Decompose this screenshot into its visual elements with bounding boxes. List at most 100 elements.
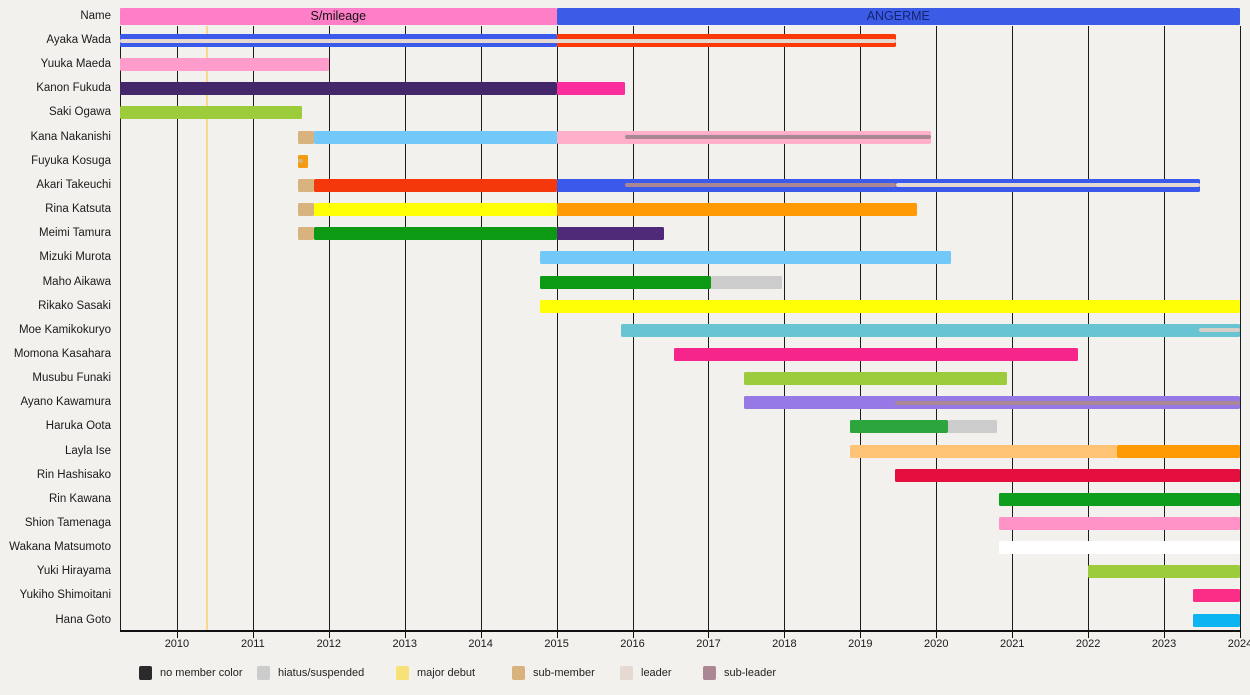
member-row-label: Mizuki Murota: [39, 251, 111, 264]
member-bar-segment: [298, 130, 314, 144]
member-row-label: Layla Ise: [64, 444, 111, 457]
member-row-label: Maho Aikawa: [42, 275, 111, 288]
member-bar-segment: [298, 178, 314, 192]
member-row-label: Rin Hashisako: [36, 468, 111, 481]
legend-label: no member color: [160, 667, 243, 679]
axis-tick-label: 2023: [1151, 638, 1177, 650]
member-bar-segment: [744, 372, 1007, 386]
year-gridline: [556, 26, 558, 630]
legend-swatch: [703, 666, 716, 680]
member-bar-segment: [556, 203, 917, 217]
role-stripe-sub-leader: [894, 400, 1240, 405]
member-row-label: Wakana Matsumoto: [9, 541, 111, 554]
legend-item: major debut: [396, 666, 475, 680]
member-bar-segment: [850, 444, 1117, 458]
member-row-label: Hana Goto: [55, 613, 111, 626]
axis-tick: [936, 630, 938, 638]
member-bar-segment: [673, 347, 1079, 361]
legend-swatch: [512, 666, 525, 680]
member-bar-segment: [1088, 565, 1240, 579]
year-gridline: [480, 26, 482, 630]
member-row-label: Kanon Fukuda: [36, 82, 111, 95]
member-bar-segment: [313, 130, 557, 144]
legend-item: no member color: [139, 666, 243, 680]
axis-tick: [556, 630, 558, 638]
legend-item: sub-member: [512, 666, 595, 680]
axis-tick-label: 2022: [1075, 638, 1101, 650]
member-bar-segment: [120, 58, 329, 72]
member-row-label: Meimi Tamura: [39, 227, 111, 240]
legend-label: leader: [641, 667, 672, 679]
year-gridline: [404, 26, 406, 630]
year-gridline: [328, 26, 330, 630]
axis-tick: [1012, 630, 1014, 638]
member-bar-segment: [1116, 444, 1240, 458]
legend-item: sub-leader: [703, 666, 776, 680]
member-row-label: Fuyuka Kosuga: [31, 154, 111, 167]
member-row-label: Shion Tamenaga: [24, 517, 111, 529]
member-row-label: Yuki Hirayama: [36, 565, 111, 578]
member-row-label: Momona Kasahara: [13, 347, 111, 360]
legend-label: sub-member: [533, 667, 595, 679]
member-bar-segment: [298, 227, 314, 241]
member-bar-segment: [999, 541, 1240, 555]
group-bar-angerme: ANGERME: [556, 8, 1240, 25]
member-bar-segment: [999, 492, 1240, 506]
role-stripe-leader: [1198, 328, 1240, 333]
axis-tick-label: 2015: [544, 638, 569, 650]
member-bar-segment: [313, 203, 557, 217]
axis-tick-label: 2012: [316, 638, 342, 650]
member-bar-segment: [313, 227, 557, 241]
axis-tick: [1164, 630, 1166, 638]
member-bar-segment: [298, 203, 314, 217]
member-bar-segment: [313, 178, 557, 192]
axis-tick: [252, 630, 254, 638]
member-bar-segment: [947, 420, 997, 434]
axis-tick: [176, 630, 178, 638]
axis-tick-label: 2010: [164, 638, 190, 650]
plot-left-border: [120, 26, 121, 630]
member-bar-segment: [999, 517, 1240, 530]
legend: no member color hiatus/suspended major deb…: [0, 666, 1250, 690]
member-row-label: Kana Nakanishi: [30, 130, 111, 143]
legend-label: hiatus/suspended: [278, 667, 365, 679]
member-bar-segment: [556, 82, 625, 96]
group-bar-s-mileage: S/mileage: [120, 8, 557, 25]
member-bar-segment: [539, 299, 1240, 313]
axis-tick: [328, 630, 330, 638]
axis-tick: [1240, 630, 1241, 638]
axis-tick-label: 2024: [1227, 638, 1250, 650]
member-bar-segment: [710, 275, 783, 289]
member-bar-segment: [556, 227, 665, 241]
axis-tick-label: 2014: [468, 638, 493, 650]
legend-item: leader: [620, 666, 672, 680]
member-row-label: Rina Katsuta: [45, 203, 111, 216]
axis-tick: [708, 630, 710, 638]
axis-tick: [1088, 630, 1090, 638]
member-row-label: Yuuka Maeda: [40, 58, 111, 71]
axis-tick-label: 2018: [772, 638, 797, 650]
member-row-label: Rikako Sasaki: [38, 299, 111, 312]
member-bar-segment: [1192, 589, 1240, 603]
role-stripe-sub-leader: [624, 183, 896, 188]
x-axis-line: [120, 630, 1241, 632]
member-bar-segment: [298, 154, 308, 168]
role-stripe-leader: [120, 38, 897, 43]
axis-tick-label: 2020: [924, 638, 949, 650]
legend-swatch: [620, 666, 633, 680]
axis-tick: [404, 630, 406, 638]
year-gridline: [252, 26, 254, 630]
axis-tick: [632, 630, 634, 638]
legend-item: hiatus/suspended: [257, 666, 364, 680]
member-bar-segment: [894, 468, 1240, 482]
member-row-label: Ayano Kawamura: [20, 396, 111, 409]
axis-tick-label: 2013: [392, 638, 417, 650]
axis-tick: [480, 630, 482, 638]
member-row-label: Yukiho Shimoitani: [19, 589, 111, 602]
role-stripe-sub-member: [298, 159, 303, 164]
member-bar-segment: [539, 251, 952, 265]
legend-swatch: [396, 666, 409, 680]
axis-tick: [784, 630, 786, 638]
member-row-label: Haruka Oota: [45, 420, 111, 433]
